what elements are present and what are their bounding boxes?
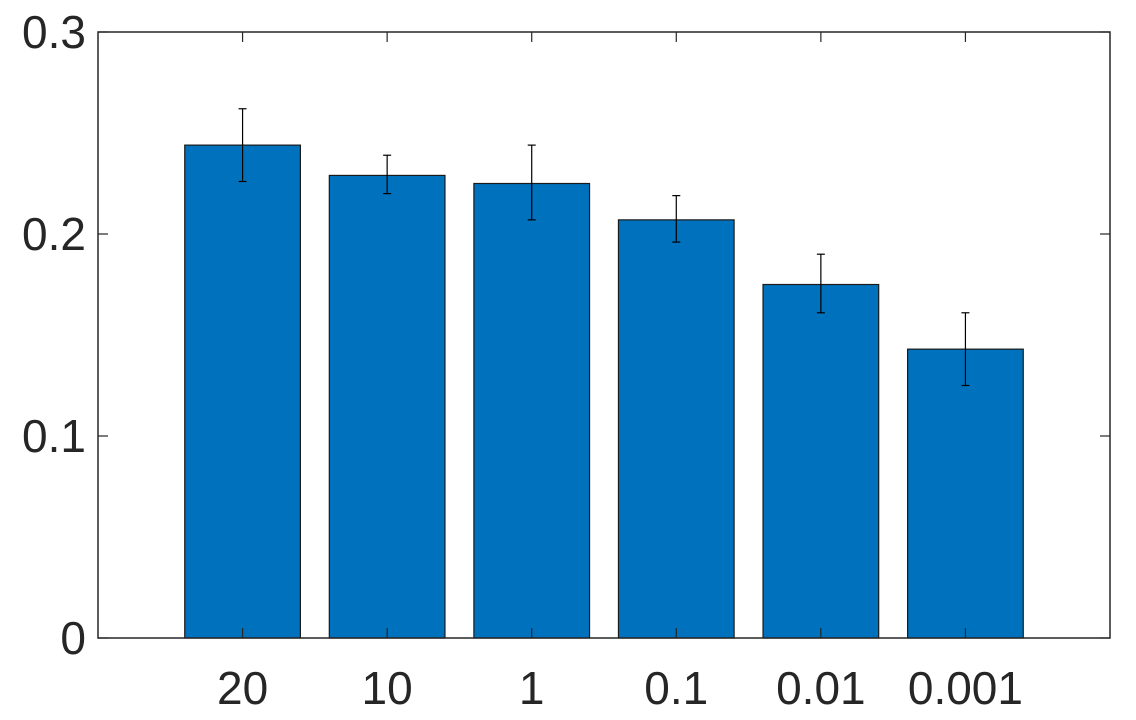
bar-10 bbox=[328, 174, 446, 639]
bar-0.001 bbox=[906, 348, 1024, 639]
bars-layer bbox=[184, 144, 1024, 639]
bar-0.01 bbox=[762, 283, 880, 639]
x-tick-label: 20 bbox=[217, 662, 268, 714]
plot-area-frame bbox=[97, 31, 1111, 639]
error-bar-20 bbox=[238, 108, 247, 183]
ticks-layer bbox=[98, 31, 1110, 639]
y-tick-label: 0 bbox=[60, 612, 86, 664]
y-tick-label: 0.2 bbox=[22, 208, 86, 260]
error-bar-0.1 bbox=[672, 195, 681, 243]
x-tick-label: 0.001 bbox=[908, 662, 1023, 714]
x-tick-label: 0.01 bbox=[776, 662, 866, 714]
bar-1 bbox=[473, 182, 591, 639]
tick-labels-layer: 20 10 1 0.1 0.01 0.001 0 0.1 0.2 0.3 bbox=[22, 6, 1023, 714]
bar-20 bbox=[184, 144, 302, 639]
x-tick-label: 1 bbox=[519, 662, 545, 714]
y-tick-label: 0.3 bbox=[22, 6, 86, 58]
error-bars-layer bbox=[238, 108, 970, 387]
error-bar-0.001 bbox=[961, 312, 970, 387]
x-tick-label: 0.1 bbox=[644, 662, 708, 714]
error-bar-1 bbox=[527, 144, 536, 221]
bar-0.1 bbox=[617, 219, 735, 639]
y-tick-label: 0.1 bbox=[22, 410, 86, 462]
error-bar-10 bbox=[383, 154, 392, 195]
x-tick-label: 10 bbox=[362, 662, 413, 714]
error-bar-0.01 bbox=[816, 253, 825, 314]
